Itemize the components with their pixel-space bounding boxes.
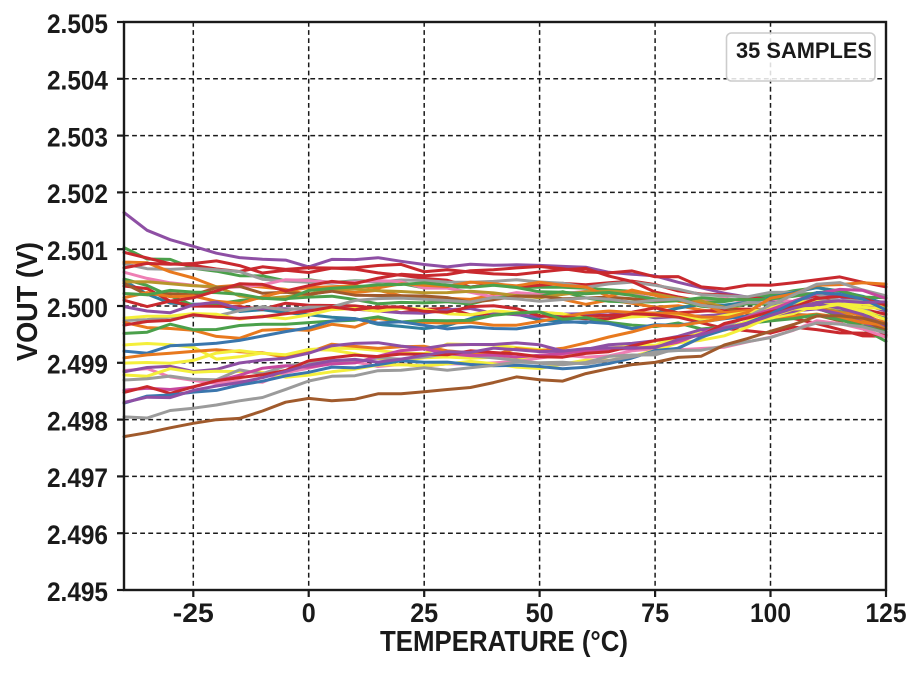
svg-text:50: 50 <box>526 598 554 628</box>
svg-text:2.495: 2.495 <box>47 577 108 607</box>
svg-text:2.504: 2.504 <box>47 66 108 96</box>
svg-text:2.505: 2.505 <box>47 9 108 39</box>
svg-text:0: 0 <box>302 598 316 628</box>
svg-text:2.500: 2.500 <box>47 293 108 323</box>
svg-text:35 SAMPLES: 35 SAMPLES <box>736 38 872 63</box>
svg-text:2.503: 2.503 <box>47 122 108 152</box>
svg-text:2.502: 2.502 <box>47 179 108 209</box>
svg-text:75: 75 <box>641 598 669 628</box>
svg-text:2.501: 2.501 <box>47 236 108 266</box>
svg-text:25: 25 <box>410 598 438 628</box>
svg-text:VOUT (V): VOUT (V) <box>12 242 44 361</box>
svg-text:2.499: 2.499 <box>47 350 108 380</box>
svg-text:100: 100 <box>750 598 791 628</box>
svg-text:-25: -25 <box>173 598 214 628</box>
svg-text:125: 125 <box>866 598 907 628</box>
svg-text:2.498: 2.498 <box>47 406 108 436</box>
svg-text:2.496: 2.496 <box>47 520 108 550</box>
svg-text:TEMPERATURE (°C): TEMPERATURE (°C) <box>380 626 628 658</box>
svg-text:2.497: 2.497 <box>47 463 108 493</box>
